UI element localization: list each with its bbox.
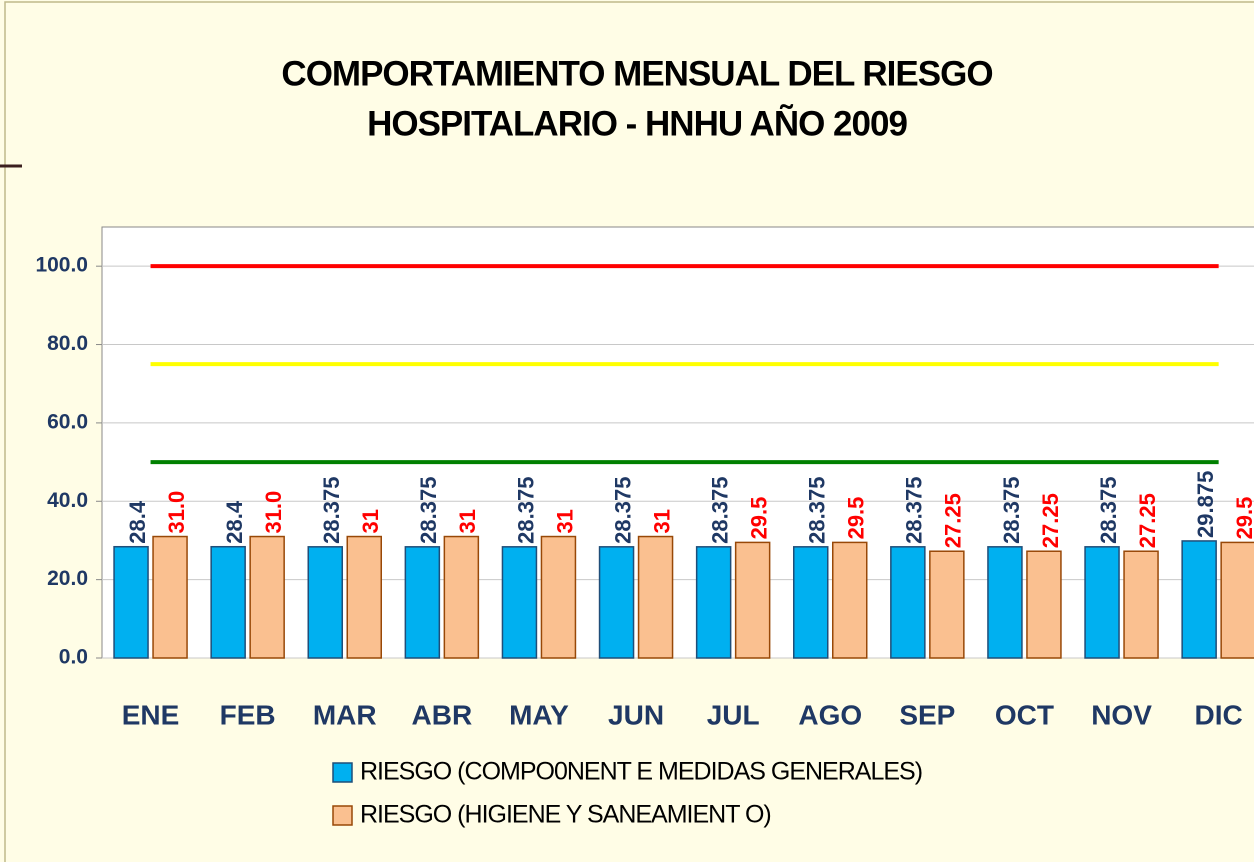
bar — [987, 546, 1023, 659]
y-tick-label: 60.0 — [47, 410, 88, 433]
legend-swatch — [332, 805, 353, 826]
value-label: 28.4 — [222, 500, 247, 544]
plot-area — [101, 226, 1254, 659]
bar — [152, 535, 188, 659]
chart-title: COMPORTAMIENTO MENSUAL DEL RIESGO — [281, 54, 992, 93]
value-label: 28.375 — [707, 477, 732, 544]
y-tick-label: 80.0 — [47, 332, 88, 355]
legend-label: RIESGO (HIGIENE Y SANEAMIENT O) — [360, 801, 771, 829]
bar — [637, 535, 674, 659]
bar — [598, 546, 635, 659]
value-label: 28.375 — [805, 477, 830, 544]
value-label: 27.25 — [1135, 493, 1160, 548]
value-label: 27.25 — [1038, 493, 1063, 548]
value-label: 28.375 — [999, 477, 1024, 544]
value-label: 31 — [552, 509, 577, 533]
x-tick-label: FEB — [220, 699, 276, 730]
bar — [1026, 550, 1062, 659]
bar — [540, 535, 577, 659]
x-tick-label: AGO — [798, 699, 862, 730]
value-label: 29.5 — [1232, 497, 1254, 540]
bar — [1123, 550, 1159, 659]
value-label: 29.5 — [844, 497, 869, 540]
y-tick-label: 20.0 — [47, 567, 88, 590]
bar — [210, 545, 246, 659]
value-label: 28.375 — [1096, 477, 1121, 544]
value-label: 28.4 — [125, 500, 150, 544]
x-tick-label: ABR — [412, 699, 473, 730]
value-label: 31 — [649, 509, 674, 533]
value-label: 28.375 — [902, 477, 927, 544]
value-label: 27.25 — [941, 493, 966, 548]
x-tick-label: OCT — [995, 699, 1054, 730]
value-label: 28.375 — [610, 477, 635, 544]
bar — [249, 535, 285, 659]
bar — [443, 535, 480, 659]
bar — [113, 545, 149, 659]
bar — [929, 550, 965, 659]
bar — [890, 546, 926, 659]
x-tick-label: ENE — [122, 699, 180, 730]
y-tick-label: 0.0 — [59, 646, 88, 669]
bar — [307, 546, 343, 659]
y-tick-label: 40.0 — [47, 489, 88, 512]
value-label: 31 — [358, 509, 383, 533]
x-tick-label: JUN — [608, 699, 664, 730]
x-tick-label: NOV — [1091, 699, 1152, 730]
value-label: 31.0 — [261, 491, 286, 534]
legend-label: RIESGO (COMPO0NENT E MEDIDAS GENERALES) — [360, 758, 922, 786]
bar — [1220, 541, 1254, 659]
value-label: 29.5 — [746, 497, 771, 540]
x-tick-label: JUL — [707, 699, 760, 730]
chart-title: HOSPITALARIO - HNHU AÑO 2009 — [367, 104, 907, 143]
bar — [404, 546, 441, 659]
x-tick-label: SEP — [899, 699, 955, 730]
bar — [501, 546, 538, 659]
bar — [832, 541, 868, 659]
bar — [1084, 546, 1120, 659]
value-label: 31 — [455, 509, 480, 533]
value-label: 31.0 — [164, 491, 189, 534]
value-label: 29.875 — [1193, 471, 1218, 538]
value-label: 28.375 — [416, 477, 441, 544]
bar — [793, 546, 829, 659]
value-label: 28.375 — [513, 477, 538, 544]
legend-swatch — [332, 762, 353, 783]
bar — [734, 541, 771, 659]
value-label: 28.375 — [319, 477, 344, 544]
bar — [695, 546, 732, 659]
bar — [346, 535, 382, 659]
x-tick-label: MAY — [509, 699, 569, 730]
bar — [1181, 540, 1217, 659]
x-tick-label: MAR — [313, 699, 377, 730]
y-tick-label: 100.0 — [35, 254, 88, 277]
x-tick-label: DIC — [1195, 699, 1243, 730]
